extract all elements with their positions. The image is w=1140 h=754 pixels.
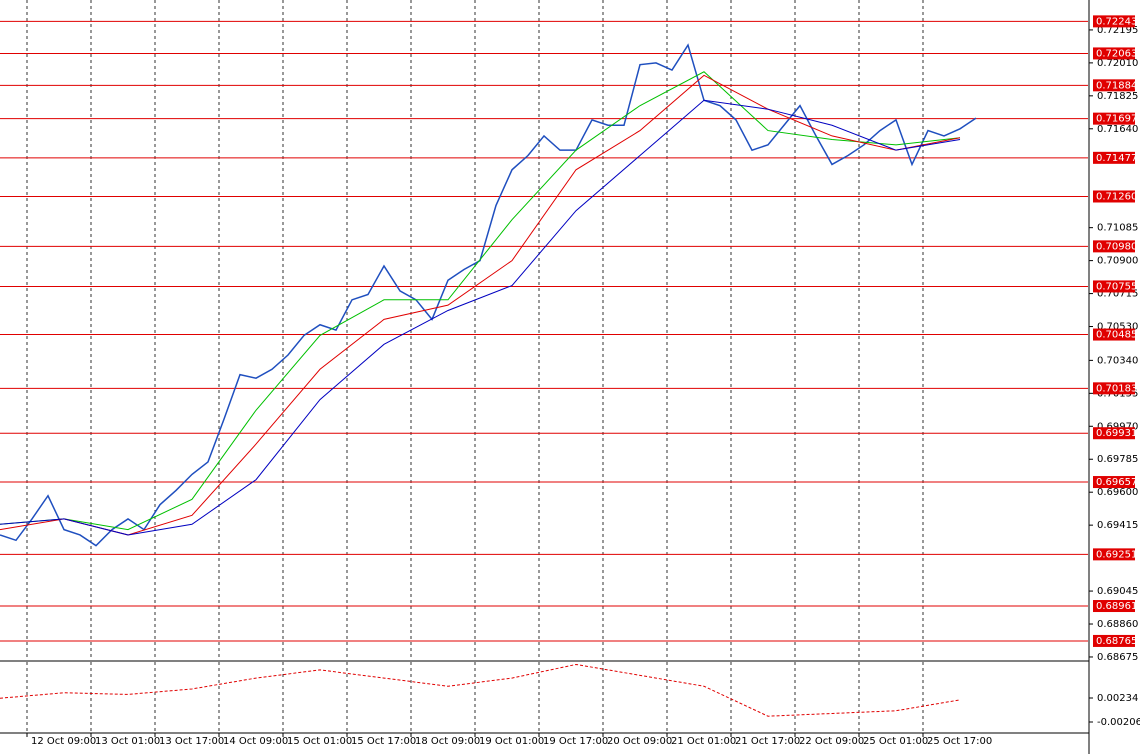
level-label: 0.70183 xyxy=(1096,383,1137,394)
level-tag xyxy=(1093,600,1135,613)
y-tick-label: 0.70530 xyxy=(1097,322,1138,333)
y-tick-label: -0.002064 xyxy=(1097,717,1140,728)
series-line xyxy=(0,71,961,531)
x-tick-label: 12 Oct 09:00 xyxy=(31,736,96,747)
y-tick-label: 0.70900 xyxy=(1097,256,1138,267)
x-tick-label: 14 Oct 09:00 xyxy=(223,736,288,747)
x-tick-label: 25 Oct 01:00 xyxy=(863,736,928,747)
level-label: 0.68961 xyxy=(1096,601,1137,612)
level-label: 0.70755 xyxy=(1096,281,1137,292)
level-tag xyxy=(1093,240,1135,253)
level-tag xyxy=(1093,634,1135,647)
level-tag xyxy=(1093,190,1135,203)
level-tag xyxy=(1093,382,1135,395)
y-tick-label: 0.69970 xyxy=(1097,421,1138,432)
series-line xyxy=(0,74,961,536)
series-line xyxy=(0,43,977,547)
y-tick-label: 0.71640 xyxy=(1097,124,1138,135)
x-tick-label: 22 Oct 09:00 xyxy=(799,736,864,747)
level-label: 0.71260 xyxy=(1096,191,1137,202)
level-tag xyxy=(1093,151,1135,164)
y-tick-label: 0.69045 xyxy=(1097,586,1138,597)
y-tick-label: 0.72010 xyxy=(1097,58,1138,69)
y-tick-label: 0.71825 xyxy=(1097,91,1138,102)
y-tick-label: 0.69415 xyxy=(1097,520,1138,531)
level-label: 0.71884 xyxy=(1096,80,1137,91)
y-tick-label: 0.68675 xyxy=(1097,652,1138,663)
x-tick-label: 13 Oct 17:00 xyxy=(159,736,224,747)
y-tick-label: 0.69785 xyxy=(1097,454,1138,465)
y-tick-label: 0.70715 xyxy=(1097,289,1138,300)
level-label: 0.69251 xyxy=(1096,549,1137,560)
level-tag xyxy=(1093,427,1135,440)
series-line xyxy=(0,663,961,717)
level-label: 0.72063 xyxy=(1096,48,1137,59)
y-tick-label: 0.72195 xyxy=(1097,25,1138,36)
x-tick-label: 15 Oct 17:00 xyxy=(351,736,416,747)
level-label: 0.70485 xyxy=(1096,330,1137,341)
level-tag xyxy=(1093,280,1135,293)
x-tick-label: 21 Oct 01:00 xyxy=(671,736,736,747)
x-tick-label: 20 Oct 09:00 xyxy=(607,736,672,747)
level-tag xyxy=(1093,548,1135,561)
y-tick-label: 0.00234 xyxy=(1097,693,1138,704)
x-tick-label: 13 Oct 01:00 xyxy=(95,736,160,747)
y-tick-label: 0.71085 xyxy=(1097,223,1138,234)
x-tick-label: 18 Oct 09:00 xyxy=(415,736,480,747)
level-label: 0.71697 xyxy=(1096,114,1137,125)
level-tag xyxy=(1093,15,1135,28)
x-tick-label: 25 Oct 17:00 xyxy=(927,736,992,747)
level-label: 0.69657 xyxy=(1096,477,1137,488)
level-tag xyxy=(1093,476,1135,489)
x-tick-label: 21 Oct 17:00 xyxy=(735,736,800,747)
y-tick-label: 0.68860 xyxy=(1097,619,1138,630)
level-tag xyxy=(1093,79,1135,92)
level-tag xyxy=(1093,112,1135,125)
y-tick-label: 0.69600 xyxy=(1097,487,1138,498)
level-label: 0.68765 xyxy=(1096,636,1137,647)
level-label: 0.72243 xyxy=(1096,16,1137,27)
y-tick-label: 0.70340 xyxy=(1097,355,1138,366)
level-tag xyxy=(1093,328,1135,341)
level-tag xyxy=(1093,47,1135,60)
series-line xyxy=(0,99,961,536)
x-tick-label: 15 Oct 01:00 xyxy=(287,736,352,747)
level-label: 0.69931 xyxy=(1096,428,1137,439)
level-label: 0.71477 xyxy=(1096,153,1137,164)
x-tick-label: 19 Oct 01:00 xyxy=(479,736,544,747)
level-label: 0.70980 xyxy=(1096,241,1137,252)
x-tick-label: 19 Oct 17:00 xyxy=(543,736,608,747)
